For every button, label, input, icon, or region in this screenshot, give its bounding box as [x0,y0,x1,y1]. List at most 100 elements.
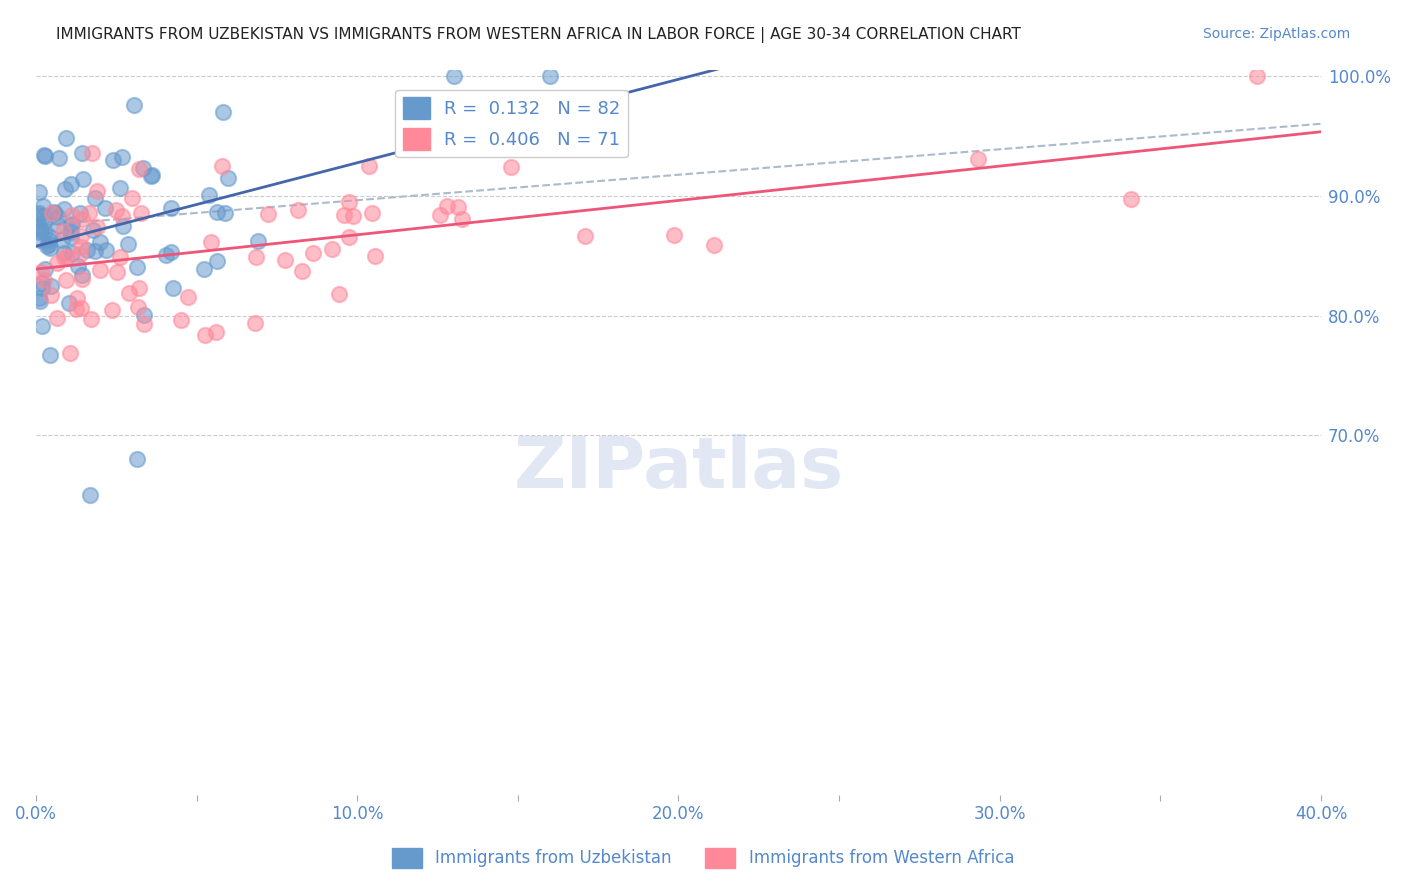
Point [162,281,184,295]
Point [32,198,55,212]
Point [160,244,183,259]
Point [70,212,93,227]
Point [132,161,155,175]
Point [127,300,149,314]
Point [211,104,233,119]
Point [139,169,162,183]
Point [77,206,100,220]
Point [132,308,155,322]
Point [69,206,91,220]
Point [84,191,107,205]
Point [159,202,181,216]
Point [121,191,143,205]
Point [28,293,51,308]
Point [103,153,125,167]
Point [328,287,350,301]
Point [28,291,51,305]
Point [443,69,465,83]
Point [82,223,104,237]
Point [436,199,458,213]
Point [72,268,94,282]
Point [41,287,63,301]
Point [53,182,76,196]
Point [118,285,141,300]
Point [60,218,83,232]
Point [128,280,150,294]
Point [574,228,596,243]
Point [41,206,63,220]
Point [60,225,83,239]
Legend: Immigrants from Uzbekistan, Immigrants from Western Africa: Immigrants from Uzbekistan, Immigrants f… [385,841,1021,875]
Point [28,185,51,199]
Point [214,206,236,220]
Point [194,328,217,343]
Point [129,206,152,220]
Point [86,220,108,235]
Point [66,259,89,273]
Point [56,250,79,264]
Point [450,212,472,227]
Point [132,317,155,331]
Point [30,265,52,279]
Point [30,223,52,237]
Point [32,148,55,162]
Point [51,233,73,247]
Point [321,242,343,256]
Point [127,452,149,467]
Point [34,261,56,276]
Point [122,98,145,112]
Point [59,178,82,192]
Point [274,253,297,268]
Point [53,202,76,217]
Point [211,159,233,173]
Point [72,145,94,160]
Point [59,346,82,360]
Point [80,145,103,160]
Point [205,254,228,268]
Point [193,262,215,277]
Point [28,219,51,233]
Point [48,151,70,165]
Point [204,325,226,339]
Point [447,200,470,214]
Text: Source: ZipAtlas.com: Source: ZipAtlas.com [1202,27,1350,41]
Point [363,249,385,263]
Point [55,273,77,287]
Point [96,243,118,257]
Point [28,233,51,247]
Point [217,171,239,186]
Point [39,278,62,293]
Point [111,209,134,223]
Point [60,246,83,260]
Point [31,280,53,294]
Point [101,303,124,318]
Point [37,239,59,253]
Point [70,301,93,315]
Point [89,263,111,277]
Point [60,230,83,244]
Point [38,233,60,247]
Point [177,290,200,304]
Point [76,243,98,257]
Point [31,318,53,333]
Point [89,235,111,249]
Point [105,265,128,279]
Point [58,295,80,310]
Point [205,205,228,219]
Point [79,311,101,326]
Point [429,208,451,222]
Point [243,316,266,330]
Point [703,238,725,252]
Point [197,188,219,202]
Point [45,256,67,270]
Point [39,242,62,256]
Point [538,69,561,83]
Point [170,313,193,327]
Point [1121,192,1143,206]
Point [155,248,177,262]
Text: ZIPatlas: ZIPatlas [513,434,844,503]
Point [141,169,163,183]
Point [117,237,139,252]
Point [302,246,325,260]
Point [52,245,75,260]
